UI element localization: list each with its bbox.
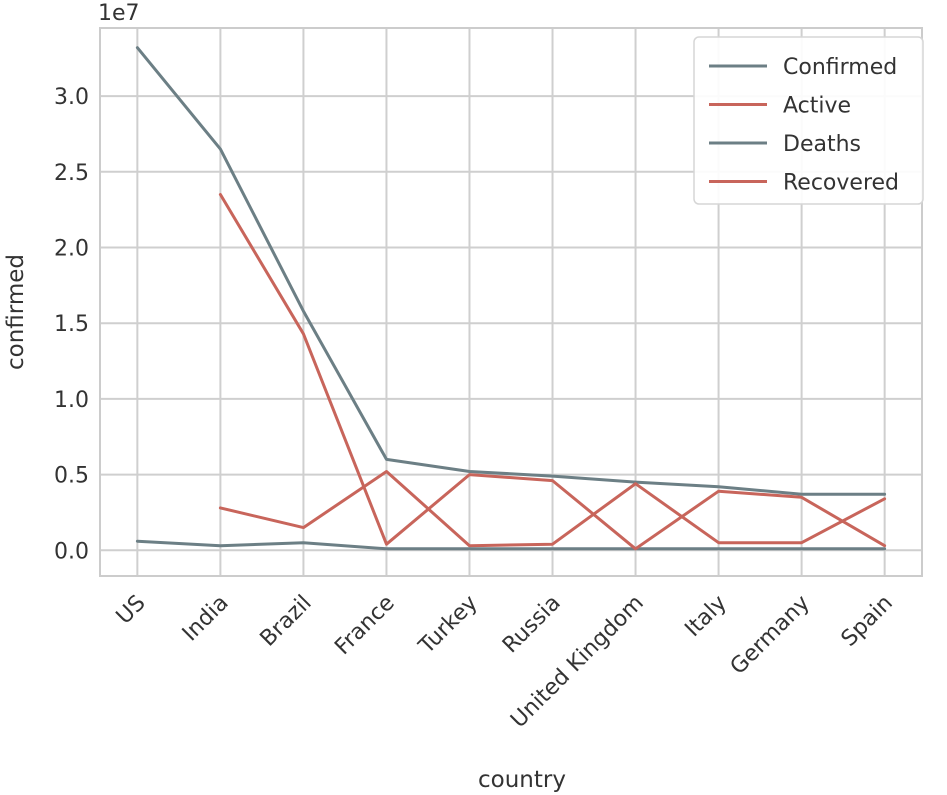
x-tick-label: US	[112, 591, 151, 630]
y-offset-text: 1e7	[98, 1, 140, 26]
legend-label-deaths: Deaths	[783, 132, 861, 157]
y-axis-label: confirmed	[3, 254, 29, 370]
series-line-deaths	[135, 539, 887, 551]
y-tick-labels: 0.0 0.5 1.0 1.5 2.0 2.5 3.0	[54, 85, 89, 564]
series-lines	[135, 46, 887, 551]
series-line-confirmed	[135, 46, 887, 496]
y-tick-label: 0.0	[54, 539, 89, 564]
legend-label-confirmed: Confirmed	[783, 55, 897, 80]
y-tick-label: 2.5	[54, 161, 89, 186]
x-tick-label: Russia	[498, 591, 566, 659]
y-tick-label: 2.0	[54, 237, 89, 262]
y-tick-label: 0.5	[54, 464, 89, 489]
x-axis-label: country	[478, 767, 566, 793]
x-tick-label: Germany	[726, 591, 815, 680]
x-tick-label: Italy	[680, 591, 731, 642]
legend-label-recovered: Recovered	[783, 171, 899, 196]
series-line-active	[218, 470, 887, 548]
legend-label-active: Active	[783, 94, 851, 119]
x-tick-label: Brazil	[256, 591, 317, 652]
x-tick-label: Turkey	[414, 591, 483, 660]
x-tick-label: Spain	[837, 591, 898, 652]
x-tick-label: France	[330, 591, 399, 660]
y-tick-label: 1.5	[54, 312, 89, 337]
series-line-recovered	[218, 193, 887, 551]
grid	[100, 28, 922, 576]
legend-box	[693, 36, 924, 205]
x-tick-label: India	[178, 591, 234, 647]
legend: Confirmed Active Deaths Recovered	[693, 36, 924, 205]
y-tick-label: 3.0	[54, 85, 89, 110]
y-tick-label: 1.0	[54, 388, 89, 413]
plot-frame	[99, 27, 923, 577]
